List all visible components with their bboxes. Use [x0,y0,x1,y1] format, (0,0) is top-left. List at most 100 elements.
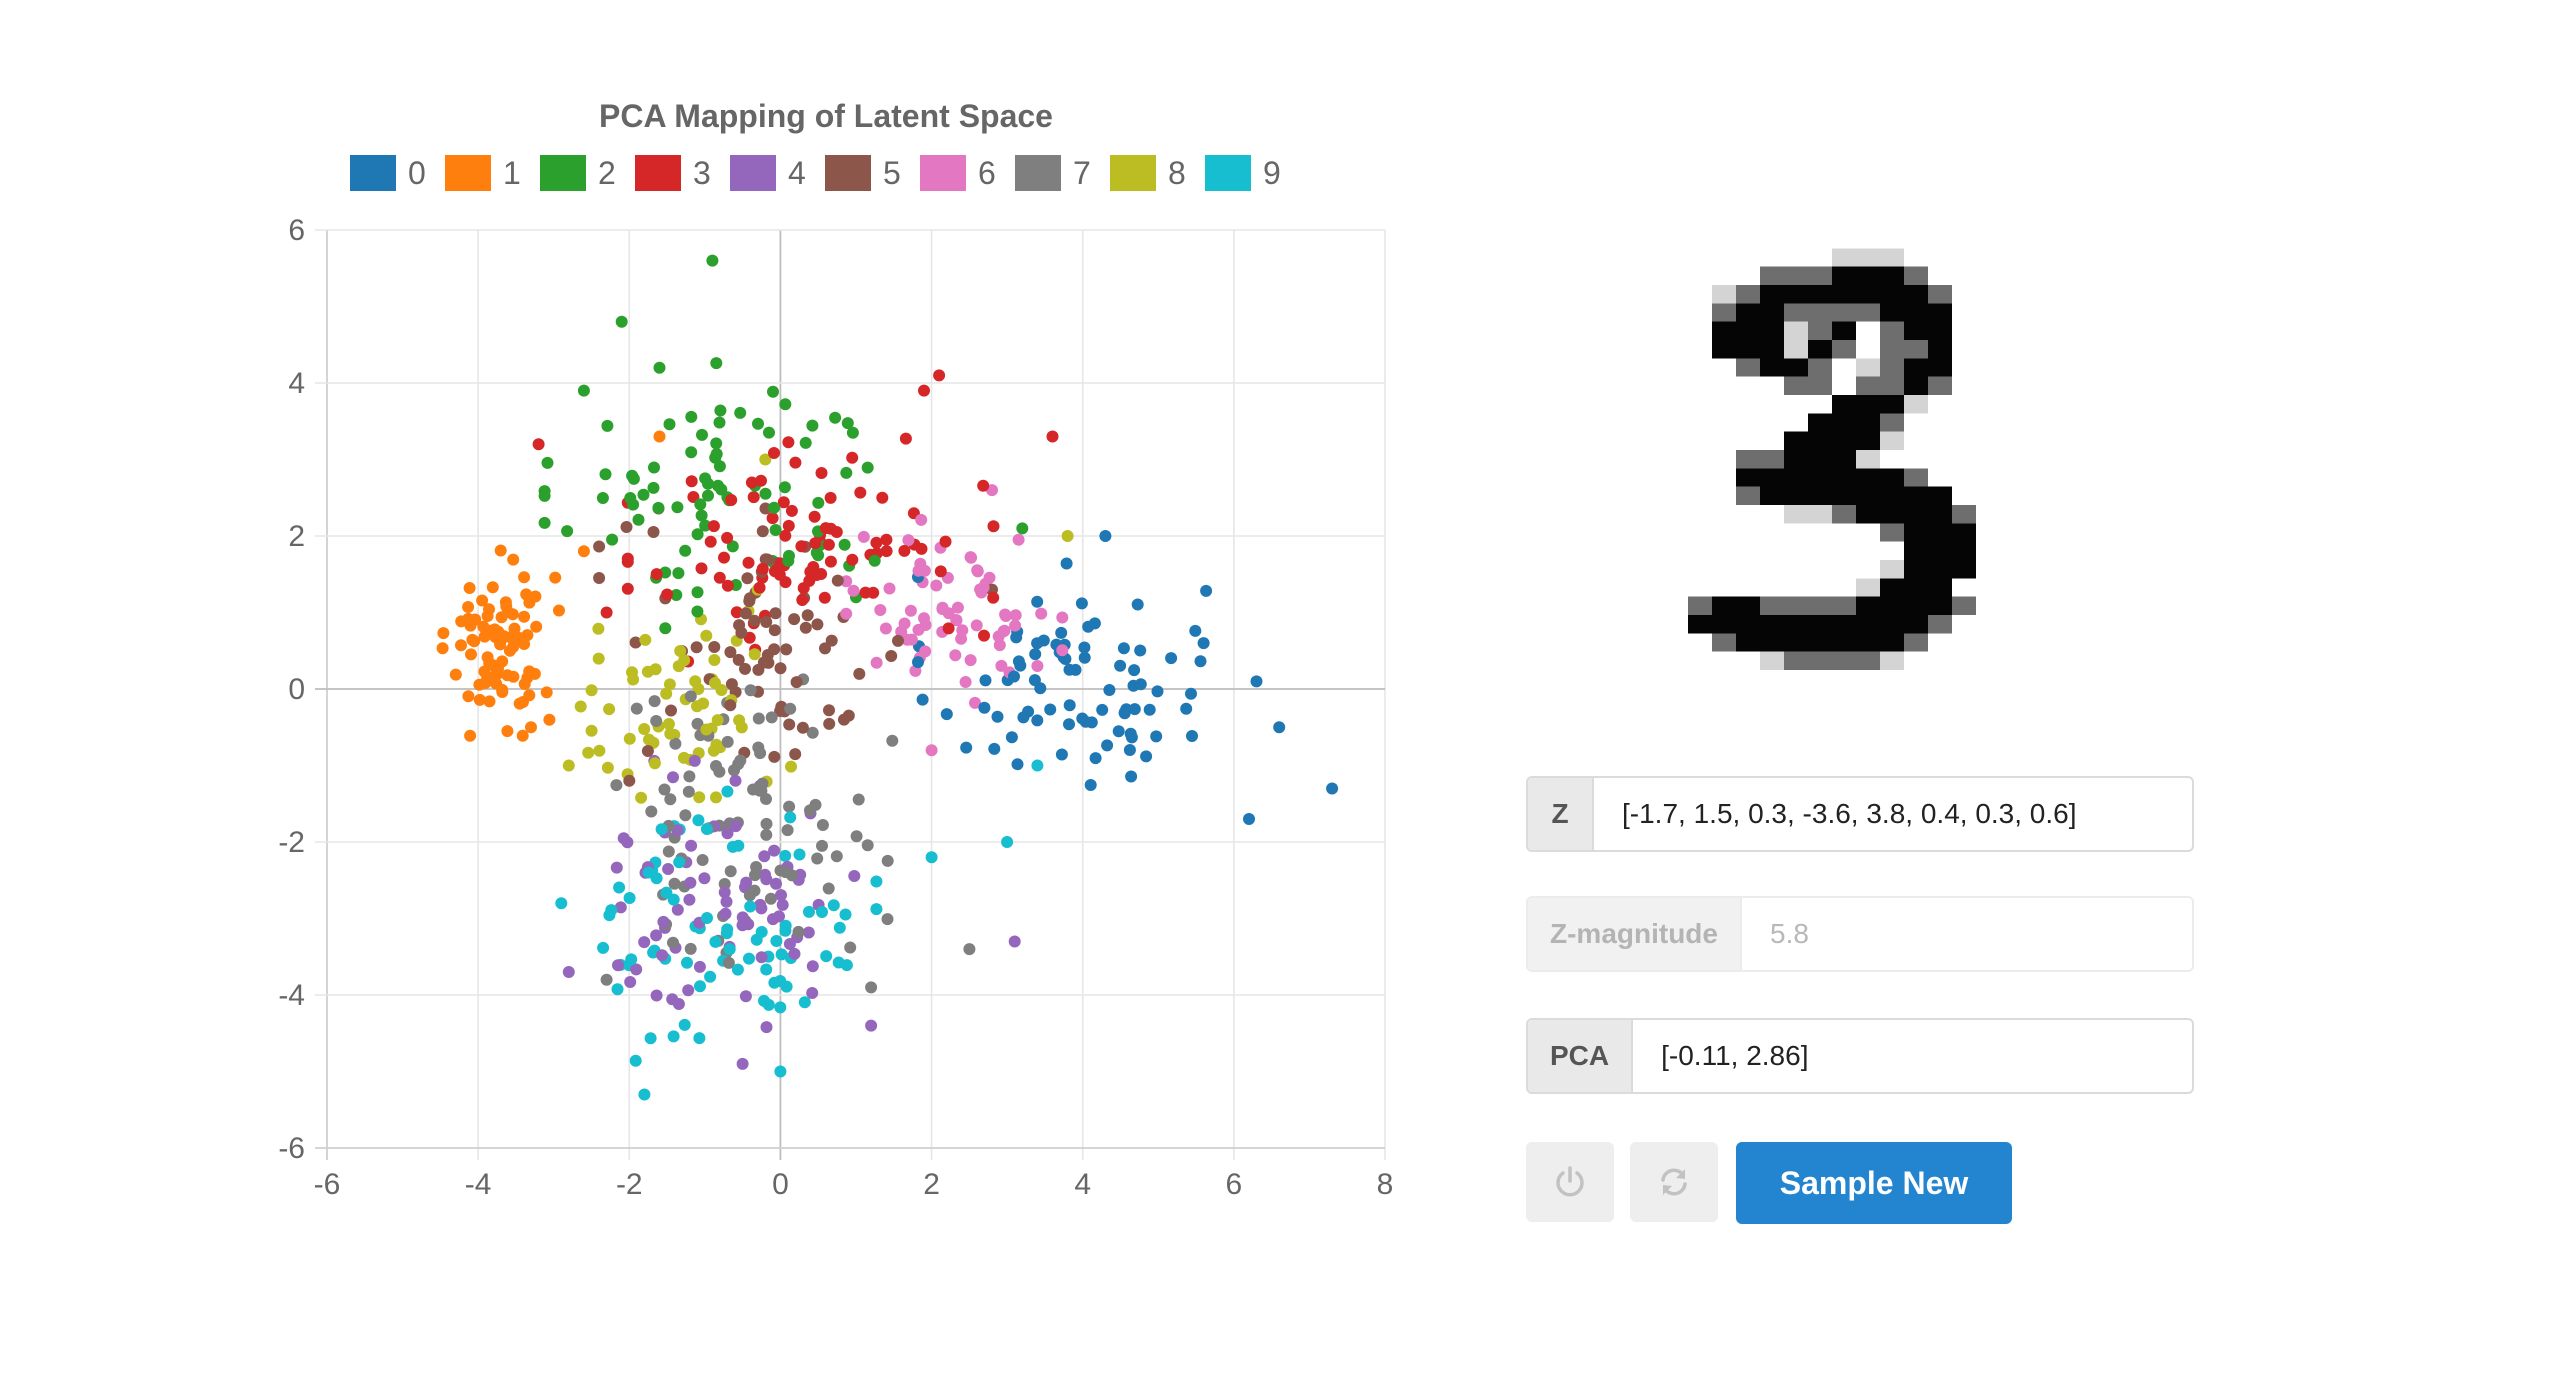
power-button[interactable] [1526,1142,1614,1222]
scatter-point-class-2 [696,428,708,441]
scatter-point-class-5 [842,709,855,722]
scatter-point-class-2 [626,469,639,482]
legend-item-9[interactable]: 9 [1205,155,1281,191]
scatter-point-class-3 [745,476,758,489]
scatter-point-class-9 [673,856,686,869]
legend-item-4[interactable]: 4 [730,155,806,191]
scatter-point-class-5 [789,748,802,761]
scatter-point-class-0 [1063,663,1076,676]
scatter-point-class-5 [823,704,835,717]
scatter-point-class-1 [530,620,543,633]
scatter-point-class-7 [724,865,737,878]
scatter-point-class-4 [562,966,575,978]
scatter-point-class-3 [779,576,792,589]
scatter-point-class-3 [779,529,792,542]
scatter-point-class-7 [865,981,878,994]
legend-swatch [635,155,681,191]
scatter-point-class-9 [647,946,660,959]
scatter-point-class-0 [978,701,991,714]
scatter-point-class-8 [648,757,661,770]
scatter-point-class-7 [744,684,757,697]
legend-item-0[interactable]: 0 [350,155,426,191]
scatter-point-class-3 [807,561,820,573]
z-field[interactable]: Z [-1.7, 1.5, 0.3, -3.6, 3.8, 0.4, 0.3, … [1526,776,2194,852]
scatter-point-class-7 [861,839,874,852]
scatter-point-class-2 [838,538,851,551]
scatter-point-class-3 [880,545,893,558]
scatter-point-class-2 [541,456,554,469]
legend-item-7[interactable]: 7 [1015,155,1091,191]
power-icon [1556,1166,1584,1197]
legend-item-8[interactable]: 8 [1110,155,1186,191]
scatter-point-class-0 [1055,748,1068,761]
scatter-point-class-0 [1088,617,1101,630]
scatter-point-class-3 [730,606,743,619]
scatter-point-class-0 [1114,659,1127,672]
scatter-point-class-3 [685,475,698,488]
scatter-point-class-3 [704,535,717,548]
scatter-point-class-4 [614,901,627,914]
scatter-point-class-1 [466,633,479,646]
scatter-point-class-4 [760,1021,773,1034]
legend-item-3[interactable]: 3 [635,155,711,191]
scatter-point-class-0 [1085,716,1098,729]
scatter-point-class-7 [684,690,697,703]
scatter-point-class-5 [768,624,781,637]
scatter-point-class-0 [1031,714,1044,727]
scatter-point-class-7 [754,747,767,760]
z-value[interactable]: [-1.7, 1.5, 0.3, -3.6, 3.8, 0.4, 0.3, 0.… [1622,798,2077,829]
sample-new-button[interactable]: Sample New [1736,1142,2012,1224]
scatter-point-class-3 [815,467,828,479]
legend-item-1[interactable]: 1 [445,155,521,191]
scatter-point-class-0 [1151,685,1164,698]
scatter-point-class-7 [760,817,773,830]
scatter-point-class-8 [759,453,772,466]
scatter-point-class-1 [513,697,526,710]
scatter-point-class-4 [773,910,785,923]
scatter-point-class-9 [700,823,713,835]
scatter-point-class-4 [638,936,651,949]
scatter-point-class-8 [689,675,702,688]
refresh-icon [1661,1168,1687,1196]
scatter-point-class-8 [708,654,721,666]
scatter-point-class-2 [829,411,842,424]
scatter-point-class-5 [724,699,737,712]
scatter-point-class-1 [523,689,536,702]
scatter-point-class-8 [709,677,721,689]
scatter-point-class-8 [674,645,687,657]
scatter-point-class-8 [785,760,797,773]
legend-item-2[interactable]: 2 [540,155,616,191]
scatter-point-class-6 [1031,660,1044,672]
scatter-point-class-9 [768,976,781,989]
scatter-point-class-0 [1134,678,1147,691]
scatter-point-class-2 [694,498,707,511]
scatter-point-class-3 [532,438,545,451]
scatter-point-class-2 [767,385,779,398]
scatter-point-class-7 [750,861,763,873]
refresh-button[interactable] [1630,1142,1718,1222]
scatter-point-class-3 [978,629,990,642]
scatter-point-class-6 [930,579,943,592]
scatter-point-class-7 [781,824,794,837]
scatter-point-class-4 [684,876,697,889]
scatter-point-class-1 [483,603,495,616]
scatter-point-class-1 [507,553,520,566]
scatter-point-class-8 [574,700,587,713]
scatter-point-class-9 [644,1032,657,1045]
scatter-point-class-2 [695,509,708,522]
scatter-point-class-4 [806,987,819,999]
legend-item-5[interactable]: 5 [825,155,901,191]
scatter-point-class-9 [775,948,788,961]
scatter-point-class-2 [768,501,780,514]
scatter-point-class-9 [605,904,618,917]
z-magnitude-field: Z-magnitude 5.8 [1526,896,2194,972]
scatter-point-class-1 [504,631,517,644]
pca-field[interactable]: PCA [-0.11, 2.86] [1526,1018,2194,1094]
scatter-point-class-5 [831,574,844,587]
scatter-point-class-8 [601,761,614,774]
legend-item-6[interactable]: 6 [920,155,996,191]
scatter-point-class-2 [699,519,712,532]
scatter-point-class-7 [764,892,777,905]
scatter-point-class-2 [846,426,859,439]
pca-value[interactable]: [-0.11, 2.86] [1661,1040,1809,1071]
